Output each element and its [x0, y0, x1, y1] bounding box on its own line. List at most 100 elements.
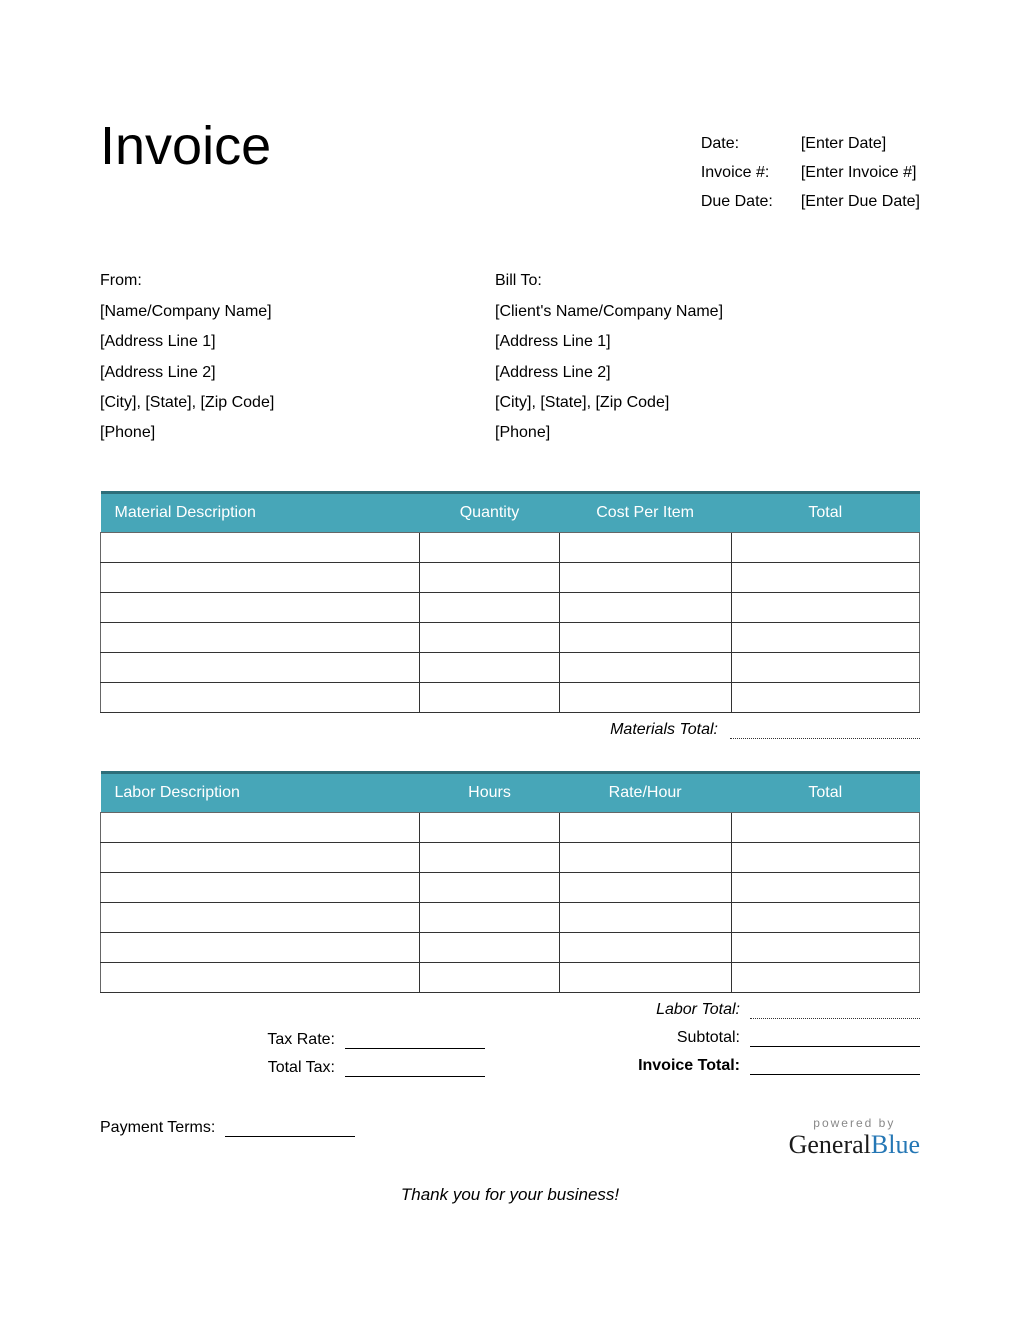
table-row — [101, 532, 920, 562]
brand-general: General — [789, 1130, 871, 1159]
table-cell[interactable] — [101, 682, 420, 712]
tax-rate-value[interactable] — [345, 1031, 485, 1049]
table-cell[interactable] — [420, 652, 559, 682]
from-block: From: [Name/Company Name] [Address Line … — [100, 266, 495, 448]
table-cell[interactable] — [101, 562, 420, 592]
materials-total-value[interactable] — [730, 721, 920, 739]
labor-header-total: Total — [731, 772, 919, 812]
from-line[interactable]: [Address Line 2] — [100, 358, 495, 388]
billto-heading: Bill To: — [495, 266, 890, 296]
table-cell[interactable] — [559, 842, 731, 872]
table-row — [101, 812, 920, 842]
table-cell[interactable] — [731, 962, 919, 992]
billto-line[interactable]: [Client's Name/Company Name] — [495, 297, 890, 327]
labor-total-label: Labor Total: — [656, 1001, 750, 1019]
from-line[interactable]: [City], [State], [Zip Code] — [100, 388, 495, 418]
billto-block: Bill To: [Client's Name/Company Name] [A… — [495, 266, 890, 448]
billto-line[interactable]: [Address Line 2] — [495, 358, 890, 388]
from-line[interactable]: [Name/Company Name] — [100, 297, 495, 327]
subtotal-value[interactable] — [750, 1029, 920, 1047]
table-cell[interactable] — [731, 902, 919, 932]
table-cell[interactable] — [420, 812, 559, 842]
table-cell[interactable] — [559, 812, 731, 842]
table-cell[interactable] — [101, 842, 420, 872]
footer-logo: powered by GeneralBlue — [789, 1116, 920, 1160]
table-cell[interactable] — [731, 812, 919, 842]
table-cell[interactable] — [420, 872, 559, 902]
table-cell[interactable] — [559, 962, 731, 992]
table-cell[interactable] — [731, 682, 919, 712]
table-cell[interactable] — [101, 812, 420, 842]
billto-line[interactable]: [City], [State], [Zip Code] — [495, 388, 890, 418]
invoice-number-label: Invoice #: — [701, 159, 801, 188]
billto-line[interactable]: [Phone] — [495, 418, 890, 448]
from-line[interactable]: [Address Line 1] — [100, 327, 495, 357]
materials-header-total: Total — [731, 492, 919, 532]
table-cell[interactable] — [731, 842, 919, 872]
labor-header-hours: Hours — [420, 772, 559, 812]
table-cell[interactable] — [559, 902, 731, 932]
from-line[interactable]: [Phone] — [100, 418, 495, 448]
due-date-value[interactable]: [Enter Due Date] — [801, 188, 920, 217]
labor-total-value[interactable] — [750, 1001, 920, 1019]
total-tax-value[interactable] — [345, 1059, 485, 1077]
table-row — [101, 682, 920, 712]
invoice-total-value[interactable] — [750, 1057, 920, 1075]
table-row — [101, 562, 920, 592]
table-cell[interactable] — [420, 622, 559, 652]
brand-blue: Blue — [871, 1130, 920, 1159]
table-cell[interactable] — [559, 532, 731, 562]
page-title: Invoice — [100, 115, 271, 177]
table-cell[interactable] — [101, 532, 420, 562]
table-cell[interactable] — [731, 622, 919, 652]
materials-table: Material Description Quantity Cost Per I… — [100, 491, 920, 713]
table-cell[interactable] — [559, 652, 731, 682]
materials-total-label: Materials Total: — [610, 721, 730, 739]
table-row — [101, 962, 920, 992]
table-cell[interactable] — [420, 902, 559, 932]
table-cell[interactable] — [559, 592, 731, 622]
invoice-number-value[interactable]: [Enter Invoice #] — [801, 159, 917, 188]
table-row — [101, 622, 920, 652]
materials-header-quantity: Quantity — [420, 492, 559, 532]
payment-terms-value[interactable] — [225, 1119, 355, 1137]
table-cell[interactable] — [101, 652, 420, 682]
table-cell[interactable] — [559, 932, 731, 962]
due-date-label: Due Date: — [701, 188, 801, 217]
table-cell[interactable] — [420, 682, 559, 712]
table-cell[interactable] — [559, 872, 731, 902]
table-cell[interactable] — [731, 932, 919, 962]
date-label: Date: — [701, 130, 801, 159]
table-cell[interactable] — [101, 872, 420, 902]
table-row — [101, 652, 920, 682]
table-cell[interactable] — [101, 902, 420, 932]
table-cell[interactable] — [731, 562, 919, 592]
thank-you-text: Thank you for your business! — [100, 1185, 920, 1205]
table-cell[interactable] — [101, 622, 420, 652]
table-cell[interactable] — [420, 562, 559, 592]
table-cell[interactable] — [559, 622, 731, 652]
materials-header-description: Material Description — [101, 492, 420, 532]
labor-table: Labor Description Hours Rate/Hour Total — [100, 771, 920, 993]
table-row — [101, 592, 920, 622]
table-cell[interactable] — [559, 562, 731, 592]
billto-line[interactable]: [Address Line 1] — [495, 327, 890, 357]
table-cell[interactable] — [420, 592, 559, 622]
table-cell[interactable] — [101, 592, 420, 622]
table-cell[interactable] — [101, 962, 420, 992]
table-cell[interactable] — [731, 532, 919, 562]
table-cell[interactable] — [731, 872, 919, 902]
table-row — [101, 902, 920, 932]
table-cell[interactable] — [420, 842, 559, 872]
table-cell[interactable] — [101, 932, 420, 962]
date-value[interactable]: [Enter Date] — [801, 130, 886, 159]
invoice-meta: Date: [Enter Date] Invoice #: [Enter Inv… — [701, 130, 920, 216]
table-cell[interactable] — [731, 652, 919, 682]
table-cell[interactable] — [731, 592, 919, 622]
table-cell[interactable] — [420, 532, 559, 562]
table-row — [101, 932, 920, 962]
table-cell[interactable] — [420, 932, 559, 962]
materials-header-cost: Cost Per Item — [559, 492, 731, 532]
table-cell[interactable] — [559, 682, 731, 712]
table-cell[interactable] — [420, 962, 559, 992]
